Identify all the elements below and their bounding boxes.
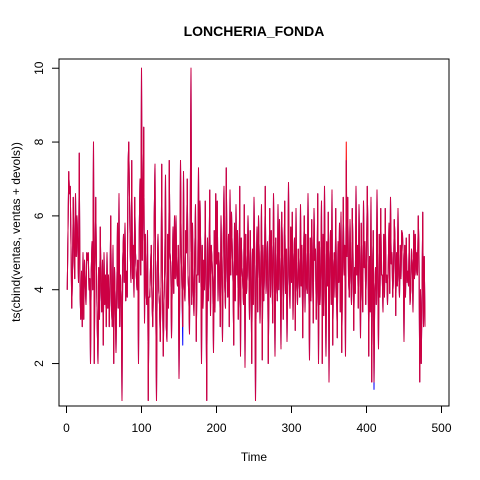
y-tick-label: 8: [32, 138, 46, 145]
x-axis: 0 100 200 300 400 500: [63, 405, 452, 435]
series-lines: [66, 67, 426, 401]
chart-title: LONCHERIA_FONDA: [184, 23, 325, 39]
y-axis-label: ts(cbind(ventas, ventas + devols)): [9, 142, 23, 322]
y-axis: 2 4 6 8 10: [32, 61, 60, 367]
y-tick-label: 4: [32, 286, 46, 293]
x-tick-label: 400: [356, 421, 376, 435]
y-tick-label: 6: [32, 212, 46, 219]
y-tick-label: 10: [32, 61, 46, 75]
x-axis-label: Time: [241, 450, 268, 464]
x-tick-label: 300: [281, 421, 301, 435]
x-tick-label: 200: [206, 421, 226, 435]
x-tick-label: 500: [431, 421, 451, 435]
x-tick-label: 0: [63, 421, 70, 435]
y-tick-label: 2: [32, 360, 46, 367]
x-tick-label: 100: [131, 421, 151, 435]
series-line-3: [66, 67, 426, 401]
